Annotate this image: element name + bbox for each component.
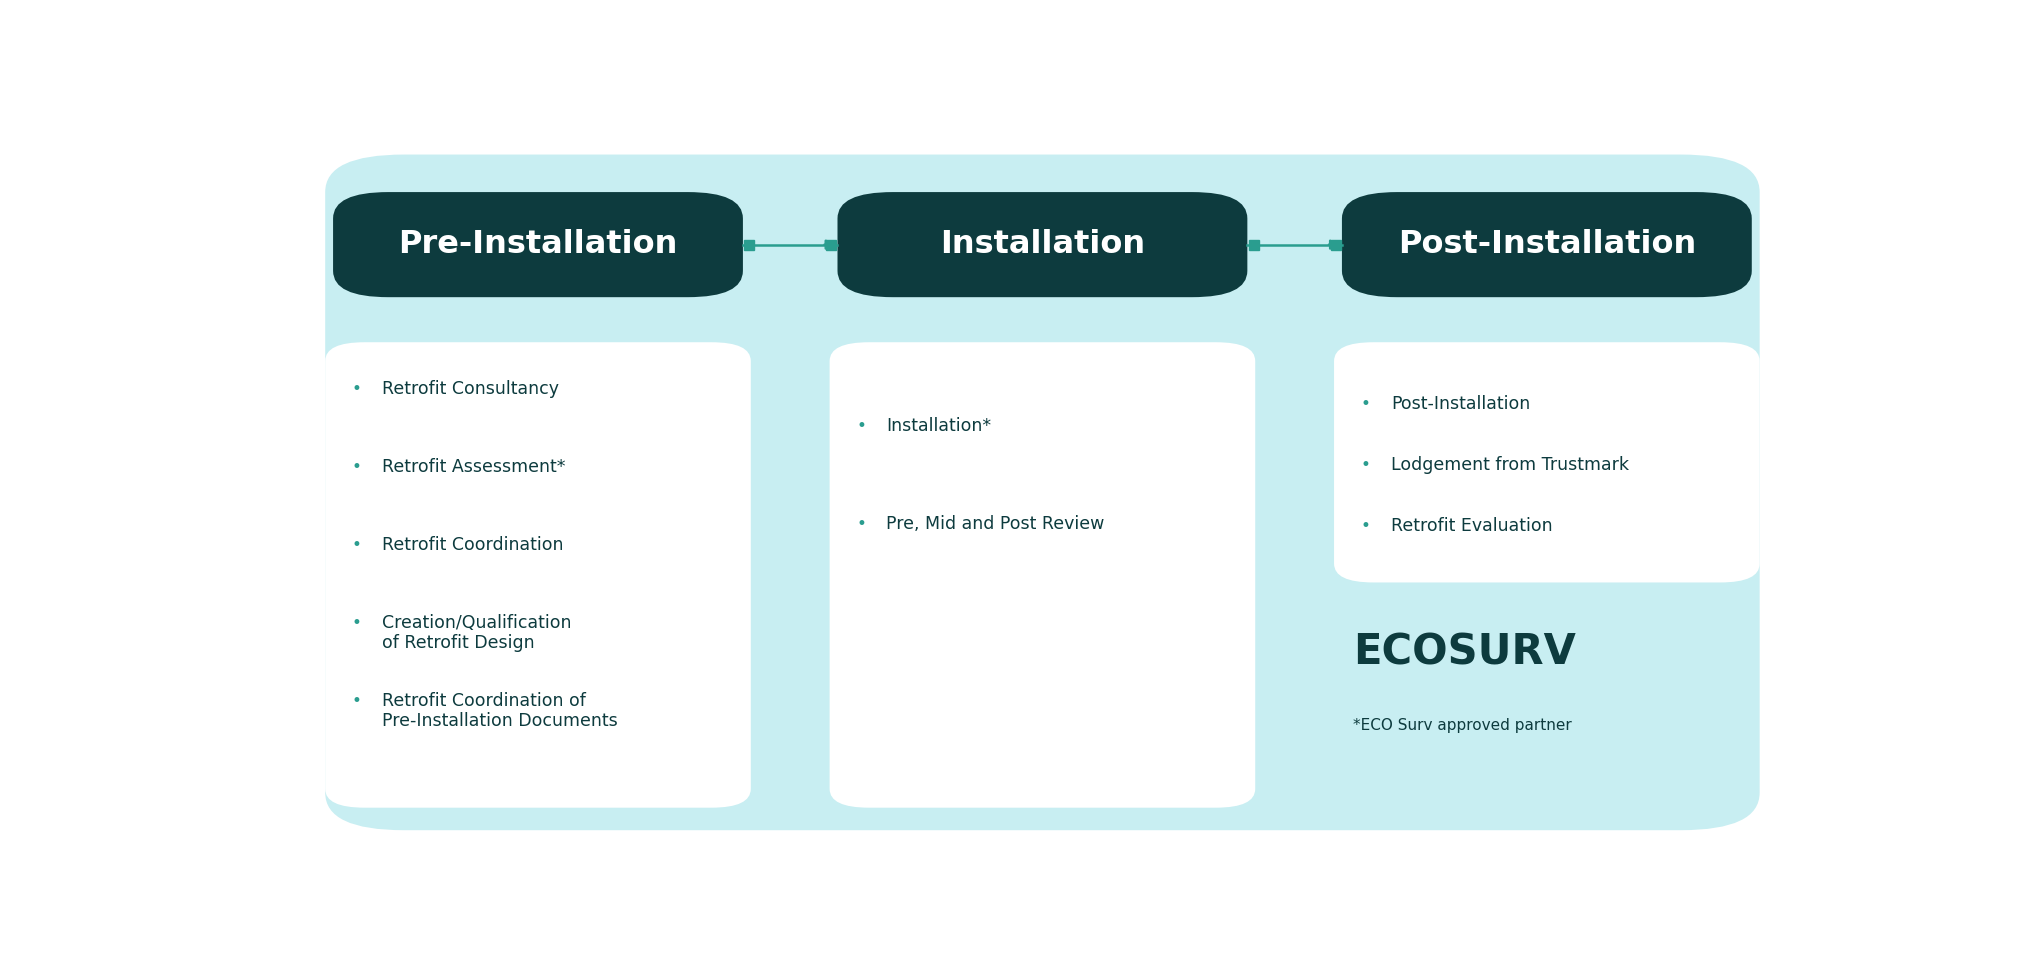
Text: Installation: Installation	[940, 229, 1145, 260]
Text: Pre, Mid and Post Review: Pre, Mid and Post Review	[887, 515, 1104, 533]
Text: Retrofit Coordination of
Pre-Installation Documents: Retrofit Coordination of Pre-Installatio…	[382, 691, 618, 730]
Text: Pre-Installation: Pre-Installation	[399, 229, 677, 260]
Text: •: •	[352, 691, 362, 710]
Text: Post-Installation: Post-Installation	[1391, 395, 1530, 412]
Text: •: •	[1361, 517, 1371, 534]
FancyBboxPatch shape	[838, 192, 1247, 297]
FancyBboxPatch shape	[325, 154, 1759, 831]
Text: •: •	[1361, 455, 1371, 474]
Text: •: •	[856, 417, 866, 435]
FancyBboxPatch shape	[334, 192, 742, 297]
Text: Lodgement from Trustmark: Lodgement from Trustmark	[1391, 455, 1629, 474]
FancyBboxPatch shape	[830, 342, 1255, 807]
FancyBboxPatch shape	[1342, 192, 1751, 297]
Text: ECOSURV: ECOSURV	[1353, 631, 1576, 674]
Text: Creation/Qualification
of Retrofit Design: Creation/Qualification of Retrofit Desig…	[382, 613, 572, 652]
Text: Retrofit Assessment*: Retrofit Assessment*	[382, 457, 565, 476]
Text: •: •	[352, 457, 362, 476]
Text: *ECO Surv approved partner: *ECO Surv approved partner	[1353, 718, 1572, 732]
Text: •: •	[352, 613, 362, 632]
Text: •: •	[352, 380, 362, 398]
Text: Installation*: Installation*	[887, 417, 991, 435]
FancyBboxPatch shape	[325, 342, 751, 807]
Text: •: •	[1361, 395, 1371, 412]
Text: •: •	[352, 535, 362, 554]
FancyBboxPatch shape	[1334, 342, 1759, 582]
Text: Post-Installation: Post-Installation	[1397, 229, 1696, 260]
Text: •: •	[856, 515, 866, 533]
Text: Retrofit Evaluation: Retrofit Evaluation	[1391, 517, 1552, 534]
Text: Retrofit Coordination: Retrofit Coordination	[382, 535, 563, 554]
Text: Retrofit Consultancy: Retrofit Consultancy	[382, 380, 559, 398]
